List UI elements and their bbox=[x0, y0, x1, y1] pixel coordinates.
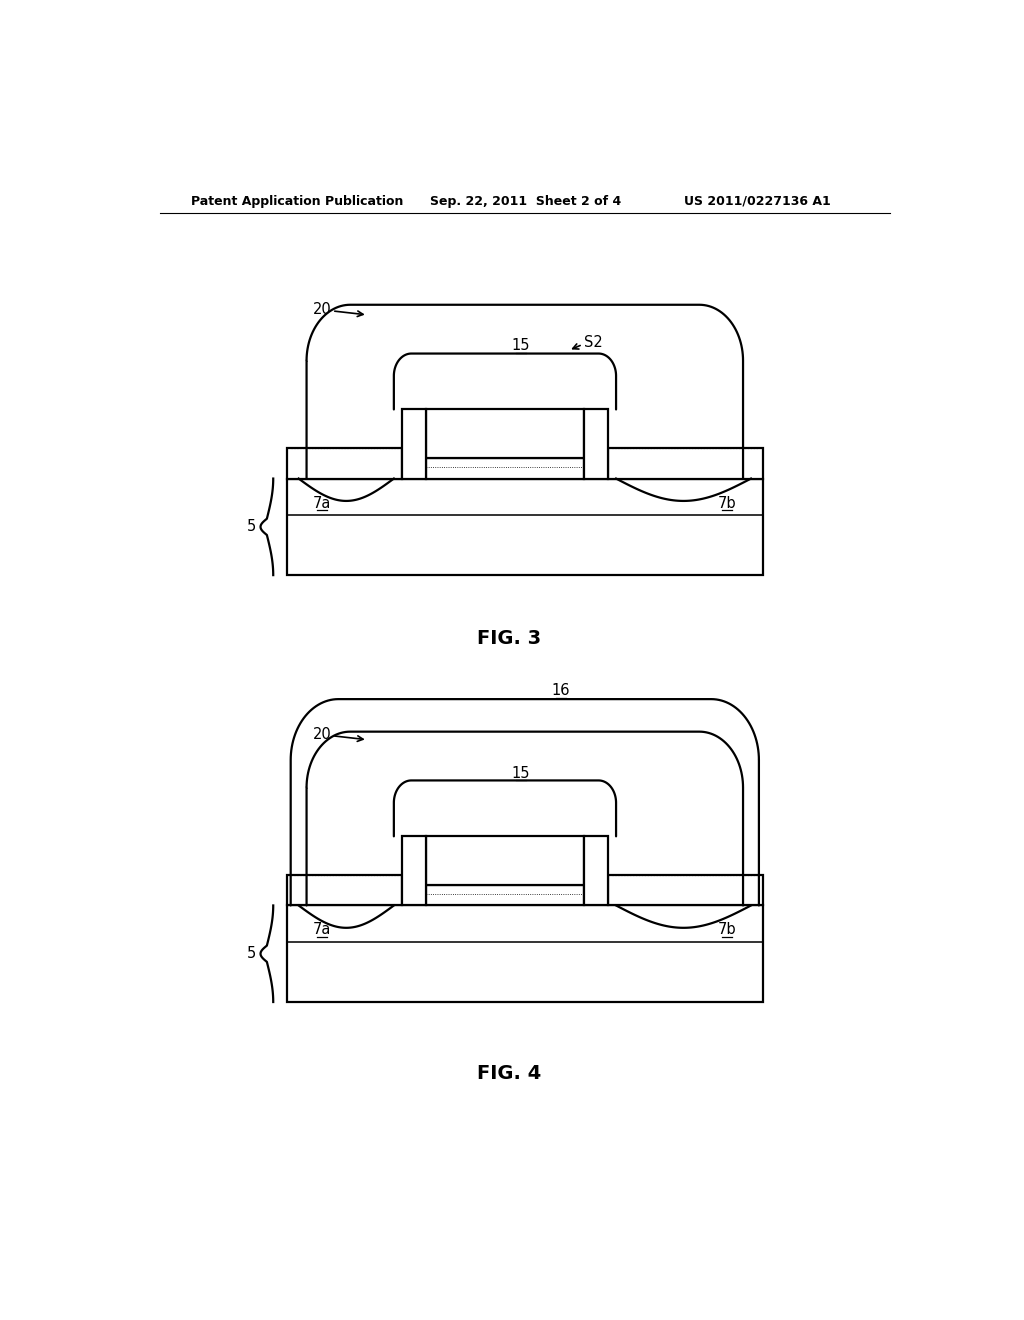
Text: 7b: 7b bbox=[718, 495, 736, 511]
Text: 5: 5 bbox=[247, 519, 256, 535]
Bar bbox=[426, 458, 585, 479]
Text: 14: 14 bbox=[587, 853, 605, 869]
Text: Sep. 22, 2011  Sheet 2 of 4: Sep. 22, 2011 Sheet 2 of 4 bbox=[430, 194, 621, 207]
Bar bbox=[287, 906, 763, 1002]
Bar bbox=[608, 875, 763, 906]
Text: 14: 14 bbox=[587, 426, 605, 441]
Bar bbox=[287, 875, 401, 906]
Text: 14: 14 bbox=[404, 426, 423, 441]
Bar bbox=[401, 409, 426, 479]
Text: 2: 2 bbox=[501, 888, 510, 903]
Bar bbox=[585, 837, 608, 906]
Text: 7b: 7b bbox=[718, 923, 736, 937]
Bar bbox=[585, 409, 608, 479]
Text: 16: 16 bbox=[551, 684, 569, 698]
Bar bbox=[426, 409, 585, 458]
Text: 14: 14 bbox=[404, 853, 423, 869]
Bar bbox=[287, 479, 763, 576]
Text: 5: 5 bbox=[247, 946, 256, 961]
Text: 2: 2 bbox=[501, 461, 510, 477]
Text: 7a: 7a bbox=[313, 495, 332, 511]
Text: FIG. 4: FIG. 4 bbox=[477, 1064, 541, 1082]
Text: US 2011/0227136 A1: US 2011/0227136 A1 bbox=[684, 194, 830, 207]
Text: FIG. 3: FIG. 3 bbox=[477, 628, 541, 648]
Text: 20: 20 bbox=[313, 302, 332, 317]
Bar bbox=[608, 447, 763, 479]
Bar bbox=[426, 837, 585, 886]
Bar bbox=[426, 886, 585, 906]
Text: 3: 3 bbox=[501, 849, 510, 863]
Text: 15: 15 bbox=[512, 338, 530, 352]
Bar bbox=[287, 447, 401, 479]
Text: 3: 3 bbox=[501, 421, 510, 437]
Text: 15: 15 bbox=[512, 766, 530, 781]
Bar bbox=[401, 837, 426, 906]
Text: Patent Application Publication: Patent Application Publication bbox=[191, 194, 403, 207]
Text: 20: 20 bbox=[313, 727, 332, 742]
Text: 7a: 7a bbox=[313, 923, 332, 937]
Text: S2: S2 bbox=[585, 335, 603, 350]
